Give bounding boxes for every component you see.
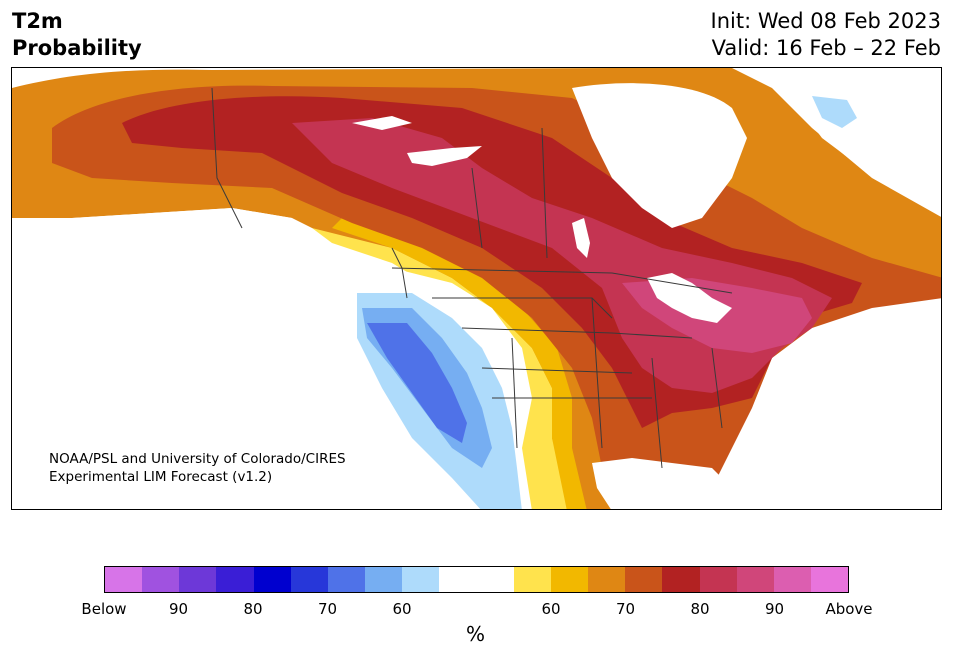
great-bear-lake	[352, 116, 412, 130]
lake-winnipeg	[572, 218, 590, 258]
greenland-cold-patch	[812, 96, 857, 128]
map-title: T2m Probability	[12, 8, 142, 62]
colorbar-segment	[550, 567, 589, 592]
cold-region-80	[367, 323, 467, 443]
tick-cold-80: 80	[243, 600, 263, 618]
tick-warm-80: 80	[690, 600, 710, 618]
colorbar-segment	[142, 567, 180, 592]
tick-above: Above	[825, 600, 873, 618]
colorbar-segment	[365, 567, 403, 592]
gulf-of-mexico	[592, 458, 742, 509]
colorbar-segment	[402, 567, 440, 592]
colorbar-segment	[179, 567, 217, 592]
atlantic-ocean	[752, 308, 941, 509]
great-slave-lake	[407, 146, 482, 166]
greenland	[772, 68, 941, 178]
tick-cold-70: 70	[317, 600, 338, 618]
map-canvas	[12, 68, 941, 509]
great-lakes	[647, 273, 732, 323]
colorbar-segment	[810, 567, 849, 592]
colorbar-segment	[662, 567, 700, 592]
colorbar-segment	[253, 567, 291, 592]
attribution-line-org: NOAA/PSL and University of Colorado/CIRE…	[49, 451, 346, 467]
tick-below: Below	[81, 600, 127, 618]
colorbar-segment	[736, 567, 774, 592]
attribution-line-model: Experimental LIM Forecast (v1.2)	[49, 469, 273, 485]
tick-warm-90: 90	[764, 600, 785, 618]
colorbar-segment	[439, 567, 477, 592]
tick-warm-70: 70	[615, 600, 636, 618]
probability-map	[11, 67, 942, 510]
colorbar-segment	[588, 567, 626, 592]
colorbar-segment	[327, 567, 366, 592]
init-date: Init: Wed 08 Feb 2023	[710, 9, 941, 33]
colorbar-segment	[699, 567, 737, 592]
colorbar-segment	[216, 567, 254, 592]
title-line-quantity: Probability	[12, 36, 142, 60]
attribution: NOAA/PSL and University of Colorado/CIRE…	[49, 450, 346, 486]
tick-cold-90: 90	[168, 600, 189, 618]
title-line-variable: T2m	[12, 9, 63, 33]
forecast-dates: Init: Wed 08 Feb 2023 Valid: 16 Feb – 22…	[711, 8, 941, 62]
colorbar-unit: %	[466, 622, 486, 646]
colorbar-segment	[773, 567, 811, 592]
political-borders	[211, 87, 733, 469]
colorbar-segment	[513, 567, 551, 592]
warm-region-65	[332, 218, 587, 509]
valid-range: Valid: 16 Feb – 22 Feb	[711, 36, 941, 60]
hudson-bay	[572, 83, 747, 229]
colorbar	[104, 566, 849, 593]
colorbar-segment	[476, 567, 514, 592]
tick-warm-60: 60	[541, 600, 561, 618]
pacific-coast-ocean	[12, 208, 432, 509]
tick-cold-60: 60	[392, 600, 412, 618]
colorbar-segment	[105, 567, 143, 592]
colorbar-segment	[290, 567, 328, 592]
colorbar-ticks: Below 90 80 70 60 60 70 80 90 Above	[81, 600, 872, 620]
colorbar-segment	[625, 567, 663, 592]
